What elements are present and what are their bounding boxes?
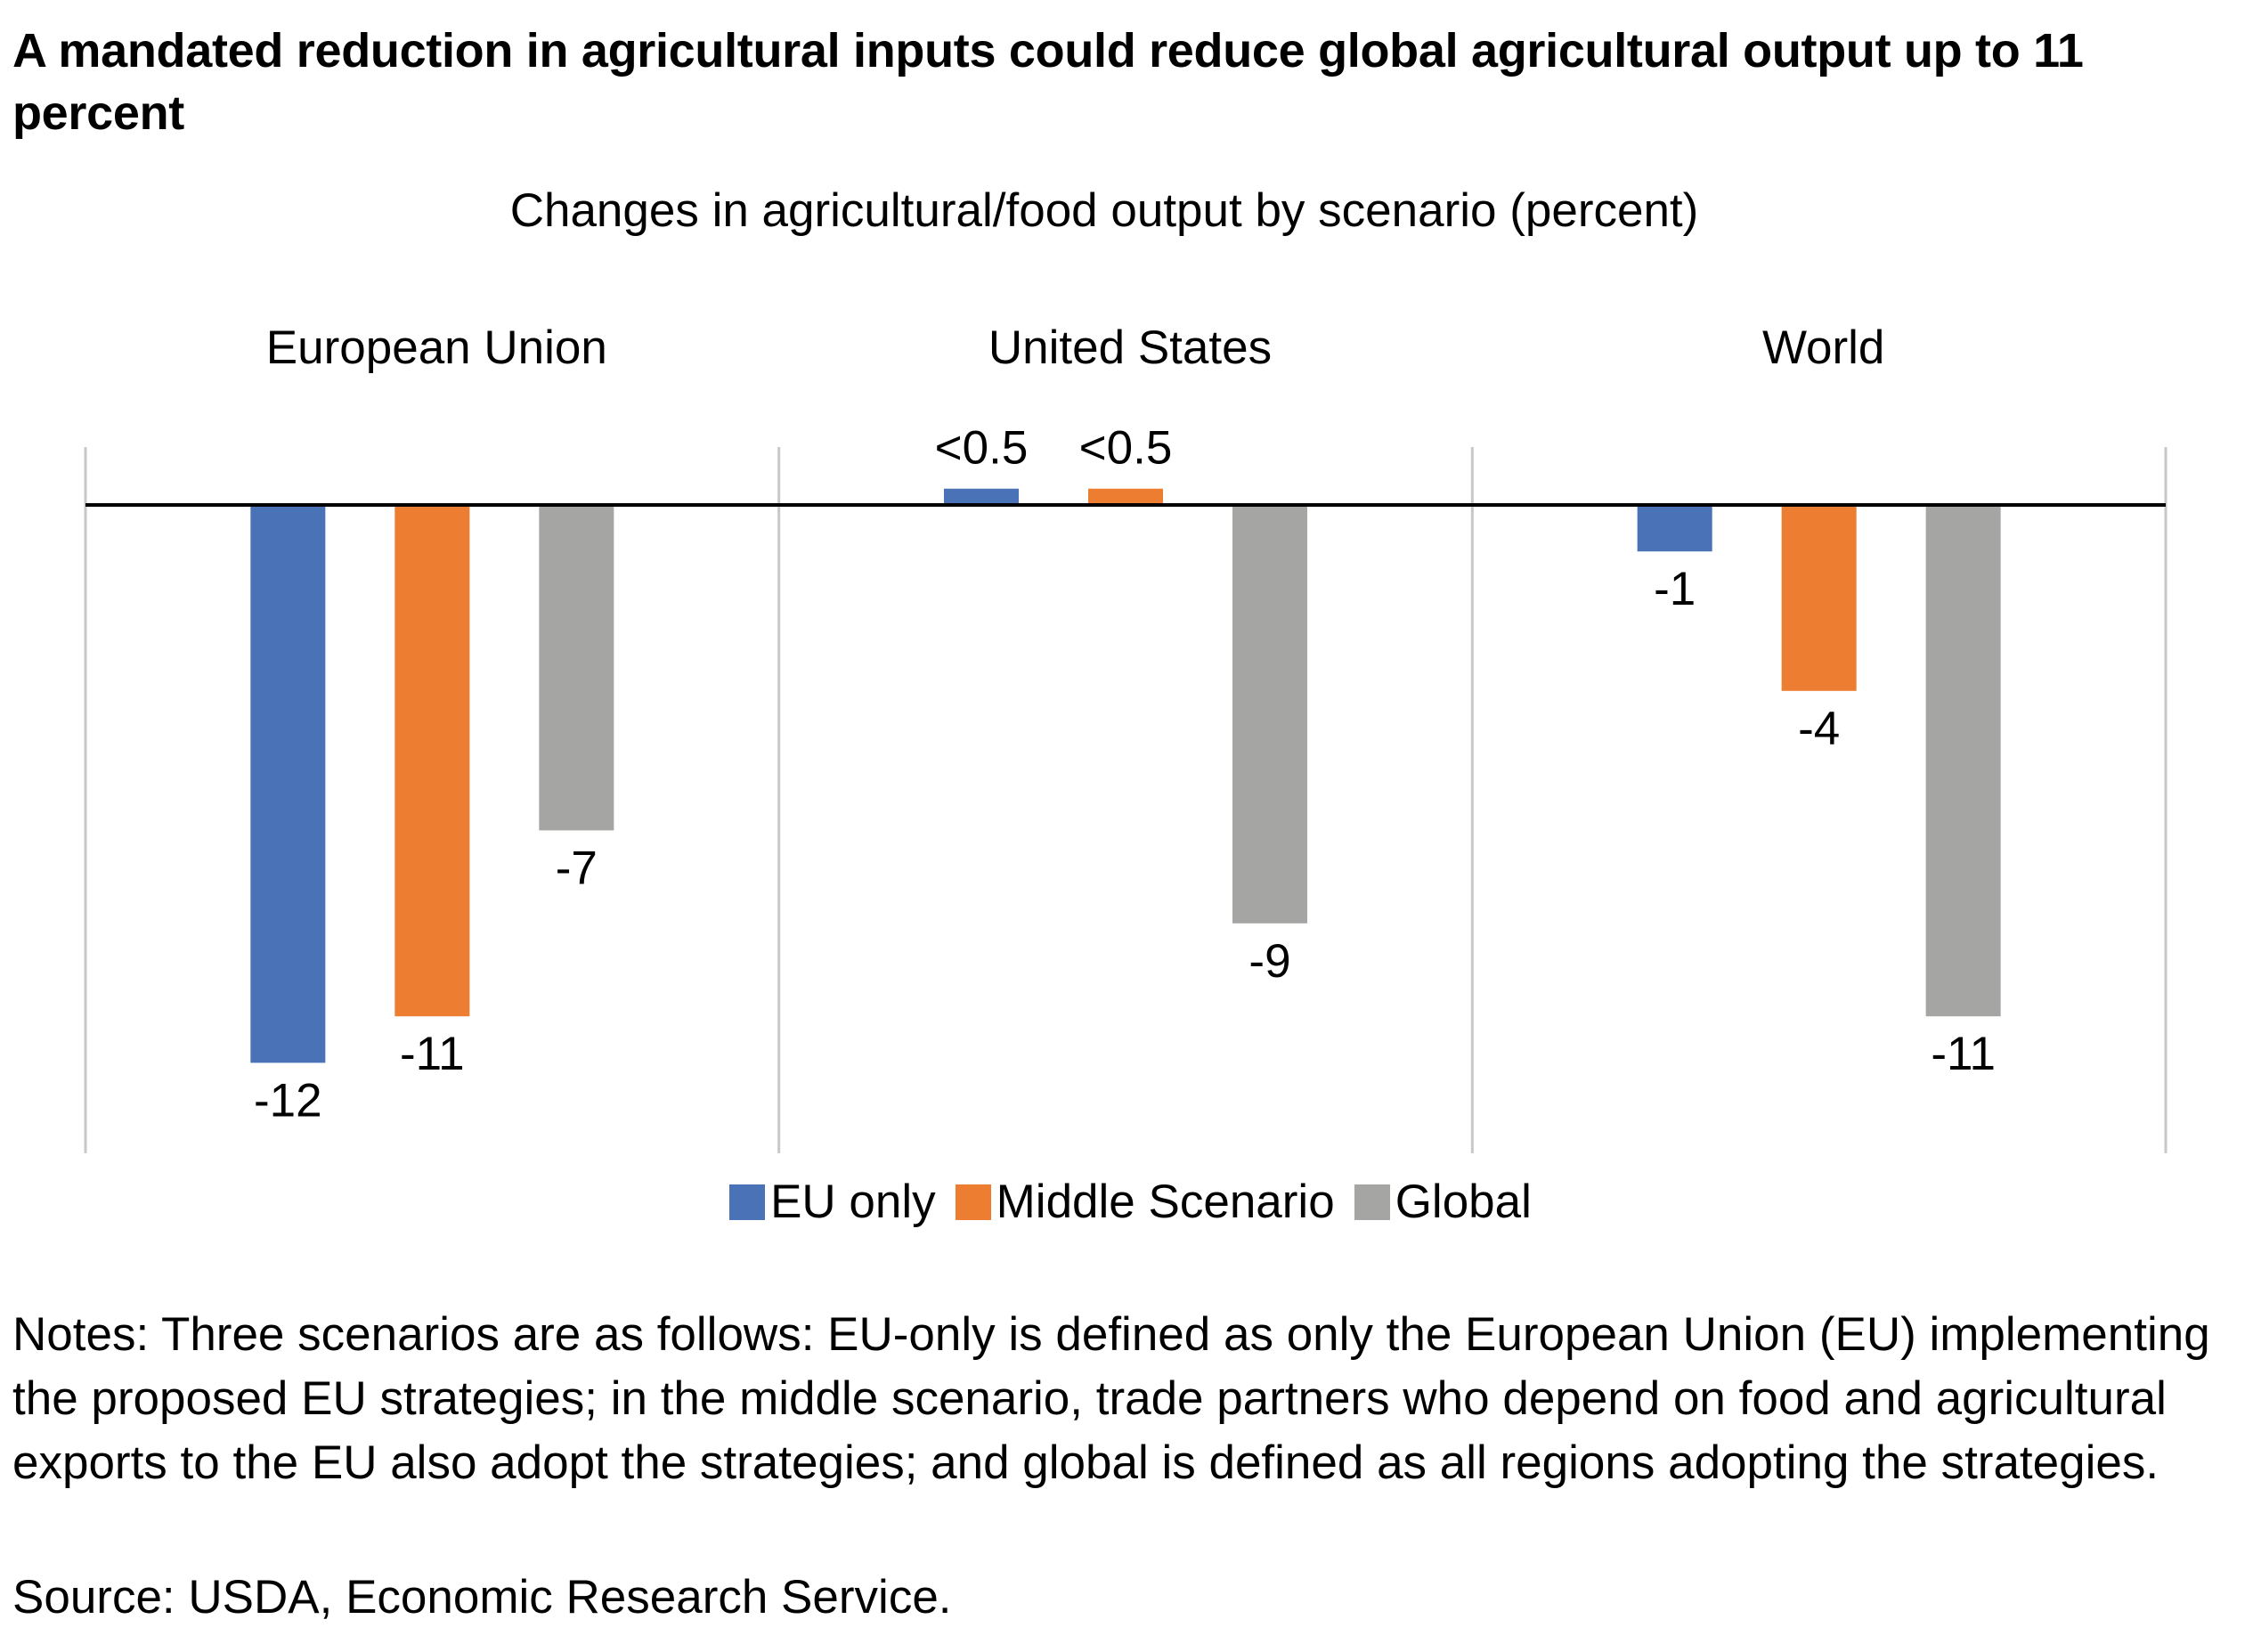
data-label-world-eu-only: -1 bbox=[1654, 563, 1696, 615]
data-label-world-global: -11 bbox=[1931, 1028, 1996, 1080]
data-label-european-union-global: -7 bbox=[556, 842, 598, 894]
data-label-united-states-middle-scenario: <0.5 bbox=[1079, 422, 1173, 475]
legend: EU only Middle Scenario Global bbox=[0, 1174, 2261, 1231]
legend-item-global: Global bbox=[1354, 1174, 1532, 1231]
bar-european-union-eu-only bbox=[250, 505, 326, 1063]
bar-world-global bbox=[1925, 505, 2001, 1017]
data-label-united-states-global: -9 bbox=[1248, 935, 1290, 988]
bar-united-states-eu-only bbox=[944, 488, 1019, 505]
legend-label-global: Global bbox=[1395, 1176, 1532, 1228]
bar-world-eu-only bbox=[1637, 505, 1712, 552]
legend-label-eu-only: EU only bbox=[770, 1176, 936, 1228]
bar-world-middle-scenario bbox=[1781, 505, 1857, 691]
data-label-united-states-eu-only: <0.5 bbox=[935, 422, 1029, 475]
panel-label-world: World bbox=[1762, 321, 1884, 374]
data-label-world-middle-scenario: -4 bbox=[1798, 703, 1840, 755]
data-label-european-union-middle-scenario: -11 bbox=[400, 1028, 465, 1080]
panel-label-european-union: European Union bbox=[266, 321, 607, 374]
legend-label-middle-scenario: Middle Scenario bbox=[996, 1176, 1335, 1228]
legend-item-middle-scenario: Middle Scenario bbox=[955, 1174, 1335, 1231]
bar-european-union-global bbox=[539, 505, 614, 831]
data-label-european-union-eu-only: -12 bbox=[254, 1074, 322, 1127]
legend-swatch-global bbox=[1354, 1184, 1390, 1220]
chart-subtitle: Changes in agricultural/food output by s… bbox=[509, 184, 1699, 237]
legend-swatch-eu-only bbox=[729, 1184, 766, 1220]
bar-united-states-middle-scenario bbox=[1088, 488, 1163, 505]
chart-title: A mandated reduction in agricultural inp… bbox=[12, 24, 2084, 140]
bar-united-states-global bbox=[1232, 505, 1307, 924]
legend-swatch-middle-scenario bbox=[955, 1184, 991, 1220]
bar-chart: European Union United States World -12 -11 -… bbox=[84, 321, 2167, 1153]
panel-label-united-states: United States bbox=[988, 321, 1272, 374]
chart-source: Source: USDA, Economic Research Service. bbox=[12, 1571, 952, 1624]
bar-european-union-middle-scenario bbox=[394, 505, 470, 1017]
chart-notes: Notes: Three scenarios are as follows: E… bbox=[12, 1308, 2210, 1489]
legend-item-eu-only: EU only bbox=[729, 1174, 936, 1231]
